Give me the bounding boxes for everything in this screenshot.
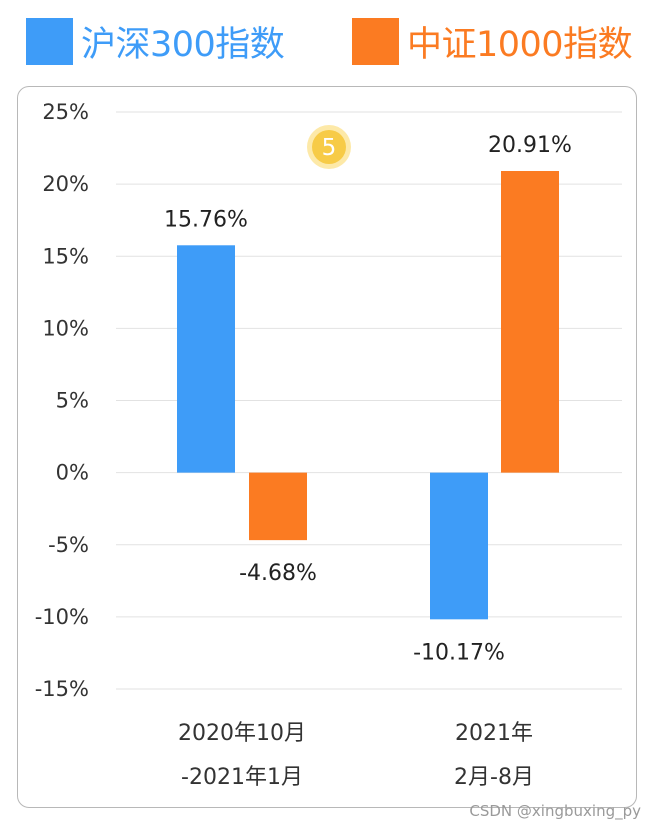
- bar-value-label: -10.17%: [413, 640, 505, 665]
- legend-label-hs300: 沪深300指数: [81, 24, 285, 65]
- legend-swatch-hs300: [26, 17, 73, 65]
- x-tick-label: 2020年10月: [178, 721, 306, 746]
- y-tick-label: 20%: [42, 172, 89, 196]
- badge: 5: [307, 125, 351, 169]
- x-tick-label: 2月-8月: [454, 765, 534, 790]
- bar-value-label: 20.91%: [488, 133, 572, 158]
- bar: [249, 472, 307, 541]
- y-tick-label: 5%: [56, 389, 89, 413]
- bar-value-labels: 15.76% -10.17% -4.68% 20.91%: [164, 133, 572, 665]
- legend-item-zz1000: 中证1000指数: [352, 16, 633, 66]
- bar: [501, 170, 559, 473]
- bars: [177, 170, 559, 620]
- y-tick-label: 0%: [56, 461, 89, 485]
- watermark: CSDN @xingbuxing_py: [469, 802, 641, 820]
- y-tick-label: 25%: [42, 100, 89, 124]
- chart-frame: [17, 86, 637, 808]
- y-axis-tick-labels: 25% 20% 15% 10% 5% 0% -5% -10% -15%: [35, 100, 89, 701]
- legend-label-zz1000: 中证1000指数: [407, 24, 633, 65]
- legend-item-hs300: 沪深300指数: [26, 16, 285, 66]
- badge-circle: [312, 130, 346, 164]
- y-tick-label: -10%: [35, 605, 89, 629]
- bar: [430, 472, 488, 620]
- legend: 沪深300指数 中证1000指数: [0, 0, 657, 80]
- bar-value-label: 15.76%: [164, 207, 248, 232]
- bar: [177, 245, 235, 473]
- y-tick-label: -5%: [48, 533, 89, 557]
- x-tick-label: -2021年1月: [181, 765, 303, 790]
- x-axis-tick-labels: 2020年10月 -2021年1月 2021年 2月-8月: [178, 721, 534, 790]
- bar-value-label: -4.68%: [239, 561, 317, 586]
- x-tick-label: 2021年: [455, 721, 533, 746]
- legend-swatch-zz1000: [352, 17, 399, 65]
- y-tick-label: 10%: [42, 316, 89, 340]
- y-tick-label: -15%: [35, 677, 89, 701]
- y-tick-label: 15%: [42, 244, 89, 268]
- badge-number: 5: [322, 135, 337, 161]
